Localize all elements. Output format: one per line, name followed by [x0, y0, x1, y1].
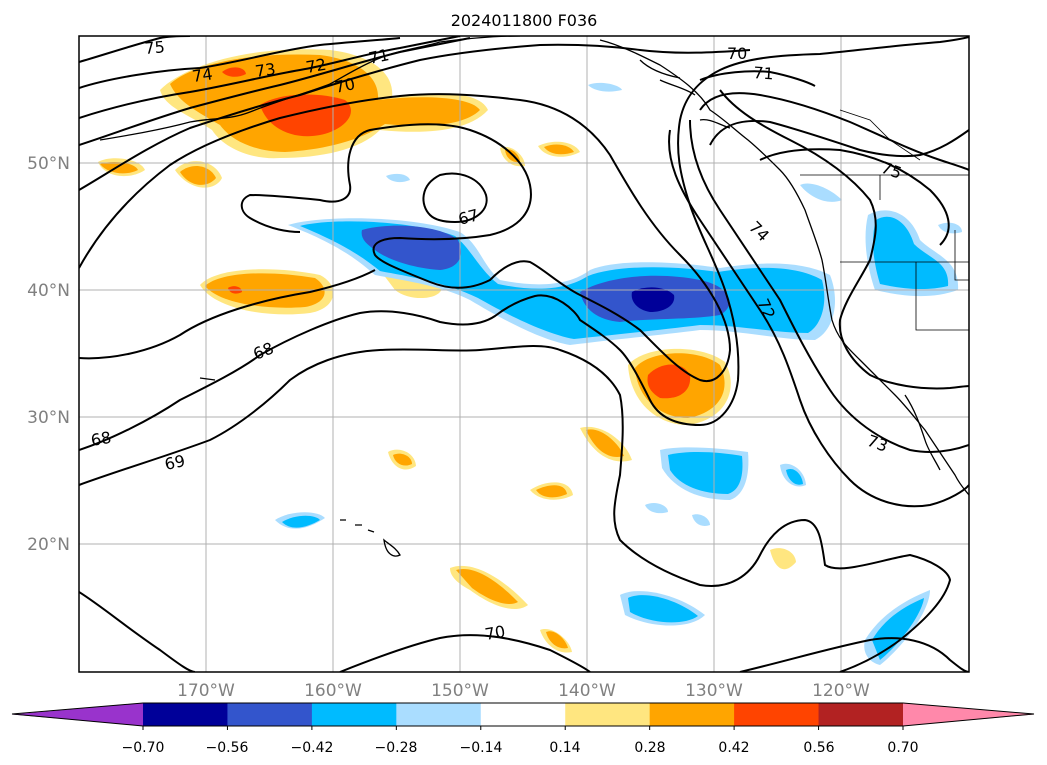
colorbar-tick-label: 0.14 — [549, 740, 580, 756]
lat-label: 20°N — [27, 535, 70, 555]
contour-label: 70 — [727, 44, 747, 63]
colorbar-segment — [396, 703, 482, 726]
colorbar-tick-label: −0.14 — [460, 740, 503, 756]
contour-label: 67 — [456, 205, 481, 229]
colorbar-segment — [480, 703, 566, 726]
colorbar-tick-label: 0.42 — [718, 740, 749, 756]
colorbar-segment — [818, 703, 904, 726]
colorbar-segment — [143, 703, 228, 726]
lat-label: 50°N — [27, 154, 70, 174]
colorbar-segments — [12, 703, 1034, 726]
map-area — [79, 36, 969, 672]
lon-label: 160°W — [304, 681, 362, 701]
colorbar-tick-label: −0.70 — [122, 740, 165, 756]
colorbar-segment — [227, 703, 313, 726]
height-contours — [79, 36, 969, 672]
colorbar-segment — [565, 703, 651, 726]
lat-label: 40°N — [27, 281, 70, 301]
coastlines — [99, 36, 969, 557]
latitude-labels: 50°N 40°N 30°N 20°N — [27, 154, 70, 555]
lat-lon-grid — [79, 36, 969, 672]
colorbar-tick-label: 0.28 — [634, 740, 665, 756]
positive-anomaly-red — [222, 67, 691, 399]
colorbar-tick-label: −0.56 — [206, 740, 249, 756]
lon-label: 150°W — [431, 681, 489, 701]
contour-label: 69 — [163, 451, 187, 474]
longitude-labels: 170°W 160°W 150°W 140°W 130°W 120°W — [177, 681, 870, 701]
colorbar-tick-label: 0.56 — [803, 740, 834, 756]
contour-label: 72 — [304, 55, 327, 77]
contour-label: 70 — [333, 74, 357, 97]
contour-label: 68 — [89, 428, 112, 450]
colorbar-segment — [311, 703, 397, 726]
map-frame — [78, 35, 970, 673]
figure-title: 2024011800 F036 — [451, 11, 598, 30]
colorbar-tick-label: −0.42 — [291, 740, 334, 756]
lon-label: 170°W — [177, 681, 235, 701]
contour-label: 70 — [483, 622, 506, 644]
colorbar-tick-labels: −0.70 −0.56 −0.42 −0.28 −0.14 0.14 0.28 … — [122, 740, 919, 756]
colorbar-extend-high — [903, 703, 1034, 726]
contour-label: 75 — [144, 37, 166, 58]
political-borders — [800, 109, 969, 331]
contour-label: 73 — [254, 59, 277, 81]
colorbar: −0.70 −0.56 −0.42 −0.28 −0.14 0.14 0.28 … — [11, 702, 1035, 756]
contour-label: 74 — [191, 64, 214, 86]
colorbar-tick-label: 0.70 — [887, 740, 918, 756]
lat-label: 30°N — [27, 408, 70, 428]
colorbar-ticks — [142, 726, 904, 730]
negative-anomaly-extreme — [631, 287, 675, 312]
colorbar-segment — [649, 703, 735, 726]
contour-label: 71 — [753, 63, 775, 83]
lon-label: 140°W — [558, 681, 616, 701]
lon-label: 120°W — [812, 681, 870, 701]
colorbar-tick-label: −0.28 — [375, 740, 418, 756]
colorbar-extend-low — [12, 703, 143, 726]
contour-label: 71 — [367, 45, 391, 68]
colorbar-segment — [734, 703, 820, 726]
lon-label: 130°W — [685, 681, 743, 701]
